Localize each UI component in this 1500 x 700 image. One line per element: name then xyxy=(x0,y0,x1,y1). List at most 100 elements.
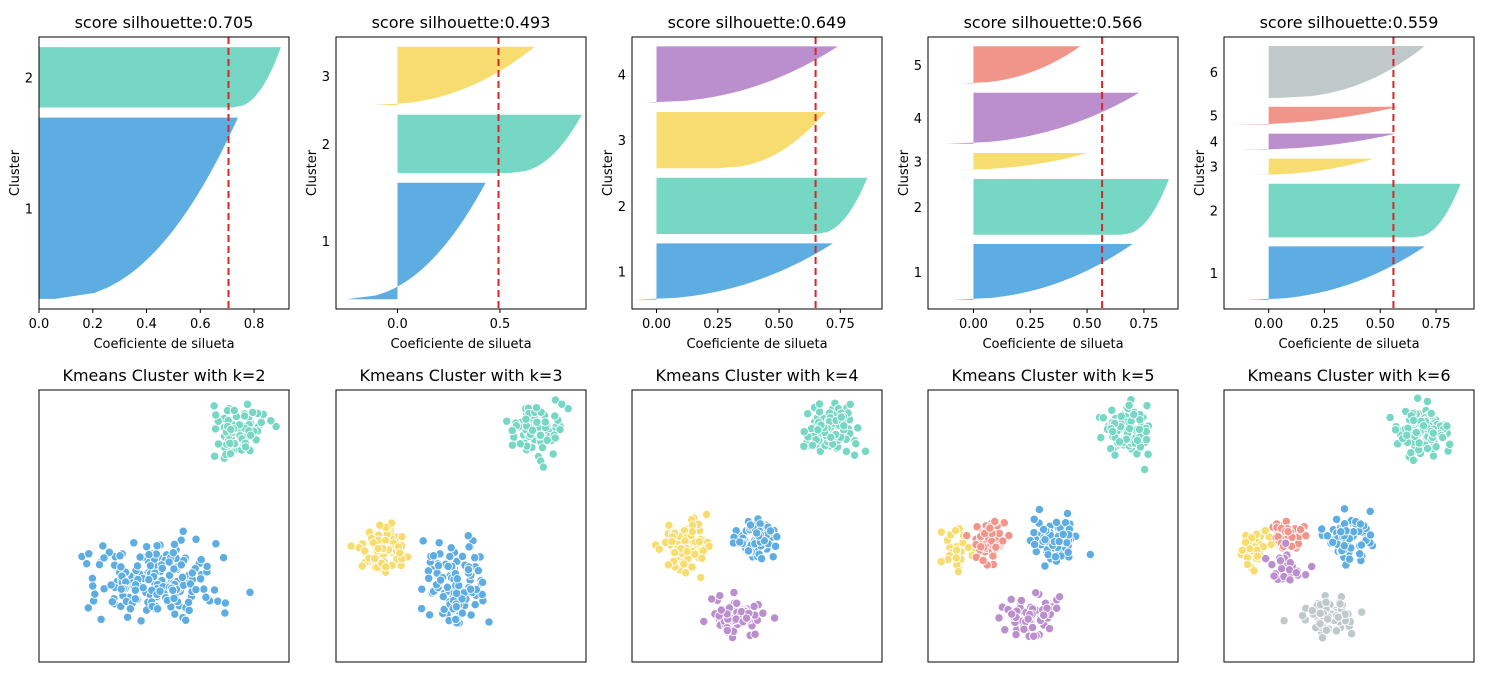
scatter-point xyxy=(226,424,236,435)
scatter-point xyxy=(707,594,717,604)
scatter-point xyxy=(1004,530,1014,541)
scatter-point xyxy=(772,532,782,542)
scatter-point xyxy=(177,572,188,582)
scatter-point xyxy=(936,557,946,567)
silhouette-cluster-3 xyxy=(955,153,1088,170)
scatter-point xyxy=(991,542,1001,552)
scatter-point xyxy=(201,592,211,602)
silhouette-plot-k5: score silhouette:0.566 1 2 3 4 5 0.00 0.25 0.50 0… xyxy=(897,13,1179,352)
scatter-point xyxy=(1339,504,1350,514)
scatter-point xyxy=(1098,413,1108,423)
axes-frame xyxy=(927,389,1179,663)
scatter-point xyxy=(99,584,109,594)
scatter-point xyxy=(803,409,813,419)
scatter-point xyxy=(168,548,178,558)
x-tick-label: 0.25 xyxy=(1310,317,1339,332)
cluster-label: 4 xyxy=(914,112,922,127)
scatter-point xyxy=(141,542,152,552)
silhouette-cluster-4 xyxy=(644,46,838,103)
scatter-point xyxy=(451,588,462,598)
scatter-point xyxy=(443,561,453,572)
scatter-point xyxy=(1322,614,1333,624)
scatter-point xyxy=(690,549,700,559)
scatter-point xyxy=(346,541,356,551)
scatter-point xyxy=(663,560,674,570)
silhouette-cluster-5 xyxy=(1228,106,1399,125)
scatter-point xyxy=(1317,633,1328,643)
scatter-point xyxy=(540,417,550,427)
scatter-point xyxy=(998,536,1008,546)
scatter-point xyxy=(477,589,487,600)
scatter-point xyxy=(1011,629,1021,640)
chart-title: score silhouette:0.566 xyxy=(964,13,1143,32)
scatter-point xyxy=(1315,608,1325,619)
scatter-point xyxy=(1142,400,1152,411)
scatter-point xyxy=(1029,631,1039,641)
scatter-point xyxy=(1107,405,1117,415)
scatter-point xyxy=(439,604,449,615)
scatter-point xyxy=(457,594,467,604)
scatter-point xyxy=(445,551,455,562)
scatter-point xyxy=(144,574,154,585)
scatter-point xyxy=(521,414,531,424)
scatter-point xyxy=(1328,537,1338,548)
scatter-point xyxy=(1445,439,1455,449)
scatter-point xyxy=(1139,464,1150,475)
scatter-point xyxy=(157,563,167,573)
axes-frame xyxy=(631,36,883,310)
scatter-point xyxy=(1108,426,1118,437)
scatter-point xyxy=(144,549,154,560)
scatter-point xyxy=(1406,448,1416,458)
scatter-point xyxy=(1110,450,1120,460)
scatter-point xyxy=(1418,421,1429,431)
x-tick-label: 0.50 xyxy=(1366,317,1395,332)
scatter-point xyxy=(82,559,92,569)
scatter-point xyxy=(196,554,206,565)
scatter-point xyxy=(199,584,209,594)
scatter-point xyxy=(732,598,742,608)
scatter-point xyxy=(696,572,706,583)
scatter-point xyxy=(152,604,163,614)
scatter-point xyxy=(466,584,476,594)
scatter-point xyxy=(654,544,664,554)
scatter-point xyxy=(256,417,266,428)
cluster-label: 2 xyxy=(25,71,33,86)
x-tick-label: 0.00 xyxy=(1254,317,1283,332)
scatter-point xyxy=(1442,421,1452,431)
scatter-point xyxy=(950,525,961,536)
scatter-point xyxy=(373,543,383,554)
scatter-point xyxy=(164,570,175,581)
scatter-point xyxy=(240,442,251,452)
scatter-point xyxy=(220,598,231,608)
silhouette-plot-k2: score silhouette:0.705 1 2 0.0 0.2 0.4 0.6 0.8 C… xyxy=(8,13,290,352)
scatter-point xyxy=(985,523,995,533)
x-tick-label: 0.6 xyxy=(190,317,211,332)
scatter-point xyxy=(1355,549,1365,559)
scatter-point xyxy=(168,585,178,595)
scatter-point xyxy=(116,562,126,572)
scatter-point xyxy=(550,433,560,443)
scatter-point xyxy=(1040,561,1050,571)
scatter-point xyxy=(424,610,435,620)
scatter-point xyxy=(531,403,542,413)
scatter-point xyxy=(1006,594,1016,605)
scatter-point xyxy=(814,399,825,409)
scatter-point xyxy=(841,446,852,457)
scatter-point xyxy=(1301,531,1311,541)
silhouette-cluster-2 xyxy=(39,47,281,108)
scatter-point xyxy=(1276,563,1287,574)
x-tick-label: 0.75 xyxy=(826,317,855,332)
scatter-point xyxy=(185,579,196,589)
scatter-point xyxy=(851,439,861,449)
scatter-point xyxy=(1333,612,1343,622)
axes-frame xyxy=(335,389,587,663)
scatter-point xyxy=(978,555,988,566)
scatter-point xyxy=(1285,575,1295,585)
cluster-label: 3 xyxy=(322,70,330,85)
scatter-point xyxy=(90,589,100,599)
cluster-label: 4 xyxy=(1210,136,1218,151)
scatter-point xyxy=(220,608,230,618)
scatter-point xyxy=(136,616,146,626)
scatter-point xyxy=(211,539,221,549)
